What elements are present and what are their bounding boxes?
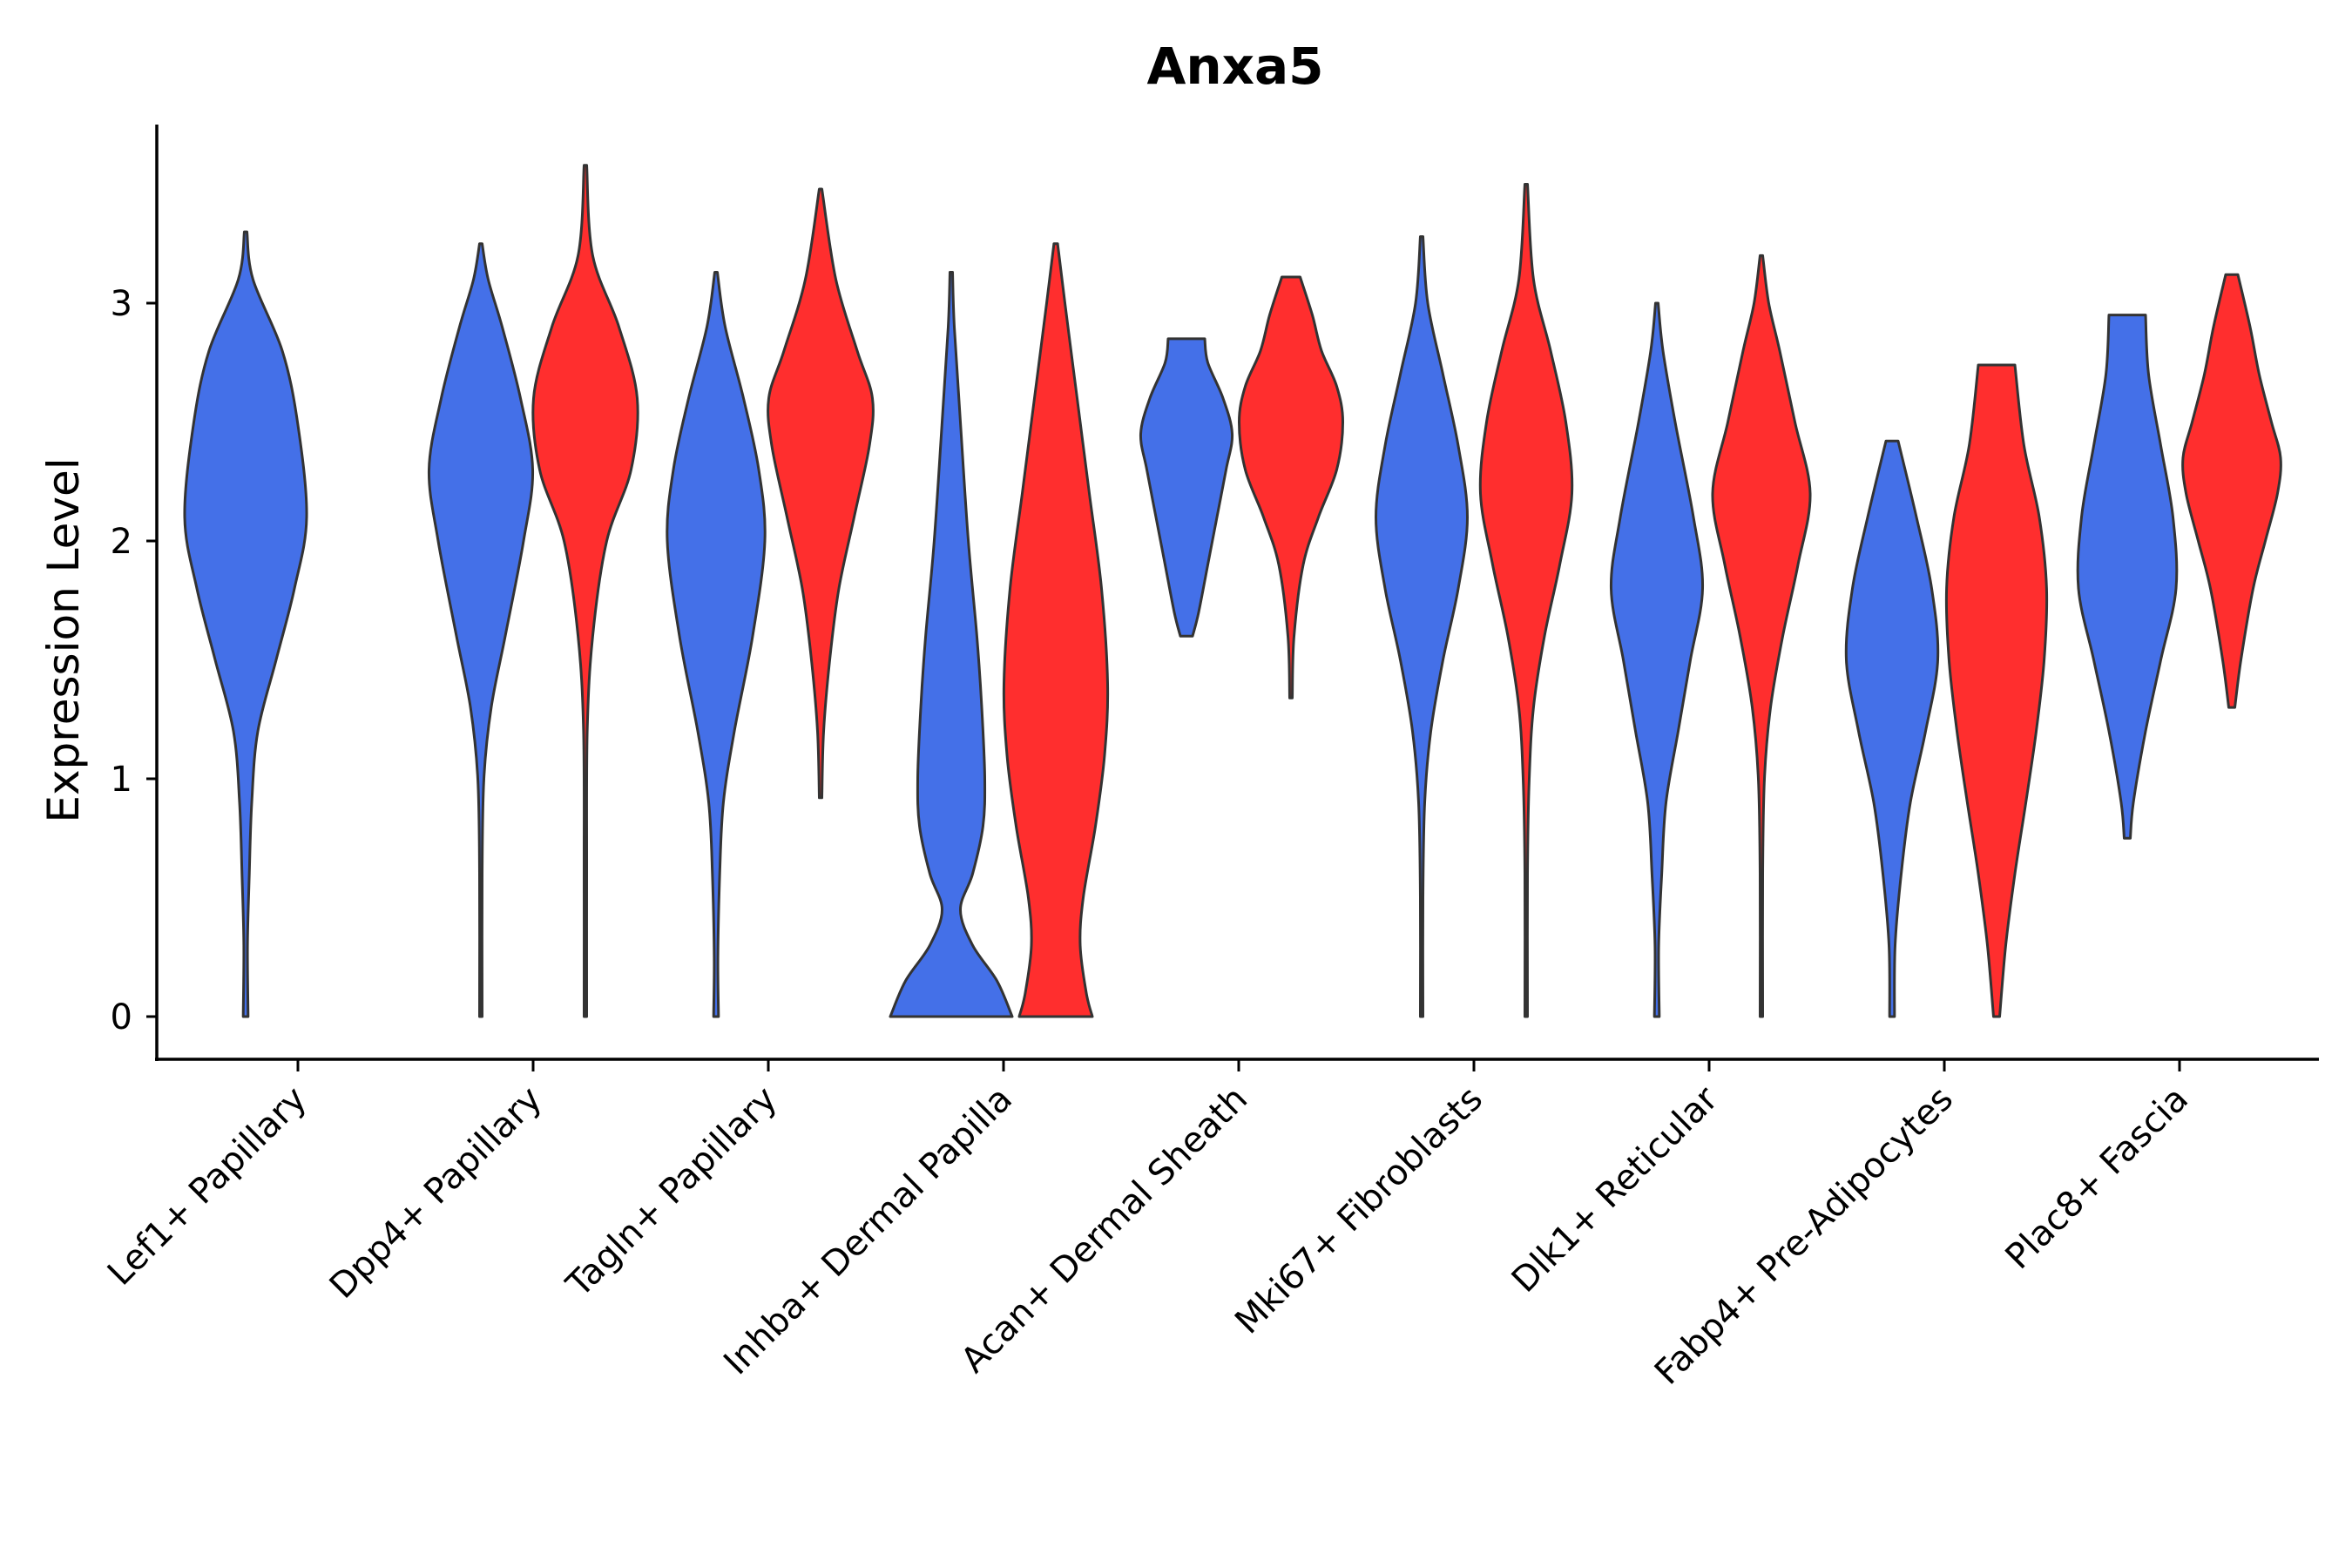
y-tick-label: 2	[111, 522, 132, 562]
violin-red-3	[1002, 242, 1110, 1018]
y-axis-label: Expression Level	[38, 457, 89, 822]
x-tick-label: Dlk1+ Reticular	[1504, 1078, 1727, 1301]
violin-red-4	[1238, 275, 1344, 700]
violin-layer	[183, 164, 2282, 1018]
y-axis-ticks: 0 1 2 3	[111, 284, 157, 1037]
violin-red-2	[767, 187, 875, 800]
violin-blue-2	[666, 271, 767, 1018]
violin-red-5	[1478, 183, 1574, 1018]
violin-blue-3	[889, 271, 1014, 1018]
y-tick-label: 0	[111, 997, 132, 1037]
violin-blue-8	[2076, 314, 2179, 840]
violin-red-6	[1711, 253, 1812, 1018]
violin-blue-5	[1375, 235, 1469, 1018]
violin-blue-7	[1844, 439, 1940, 1018]
x-axis-ticks: Lef1+ Papillary Dpp4+ Papillary Tagln+ Pap…	[100, 1059, 2196, 1393]
violin-red-7	[1944, 363, 2049, 1018]
y-tick-label: 1	[111, 760, 132, 800]
violin-red-1	[531, 164, 639, 1018]
violin-blue-0	[183, 230, 308, 1018]
x-tick-label: Lef1+ Papillary	[100, 1079, 314, 1294]
violin-red-8	[2181, 273, 2282, 709]
violin-blue-1	[427, 242, 535, 1018]
x-tick-label: Mki67+ Fibroblasts	[1227, 1079, 1490, 1342]
y-tick-label: 3	[111, 284, 132, 324]
violin-blue-4	[1139, 337, 1234, 638]
x-tick-label: Plac8+ Fascia	[1998, 1079, 2197, 1278]
violin-blue-6	[1609, 301, 1705, 1018]
chart-title: Anxa5	[1146, 37, 1323, 96]
x-tick-label: Tagln+ Papillary	[558, 1079, 785, 1306]
x-tick-label: Dpp4+ Papillary	[322, 1079, 550, 1307]
